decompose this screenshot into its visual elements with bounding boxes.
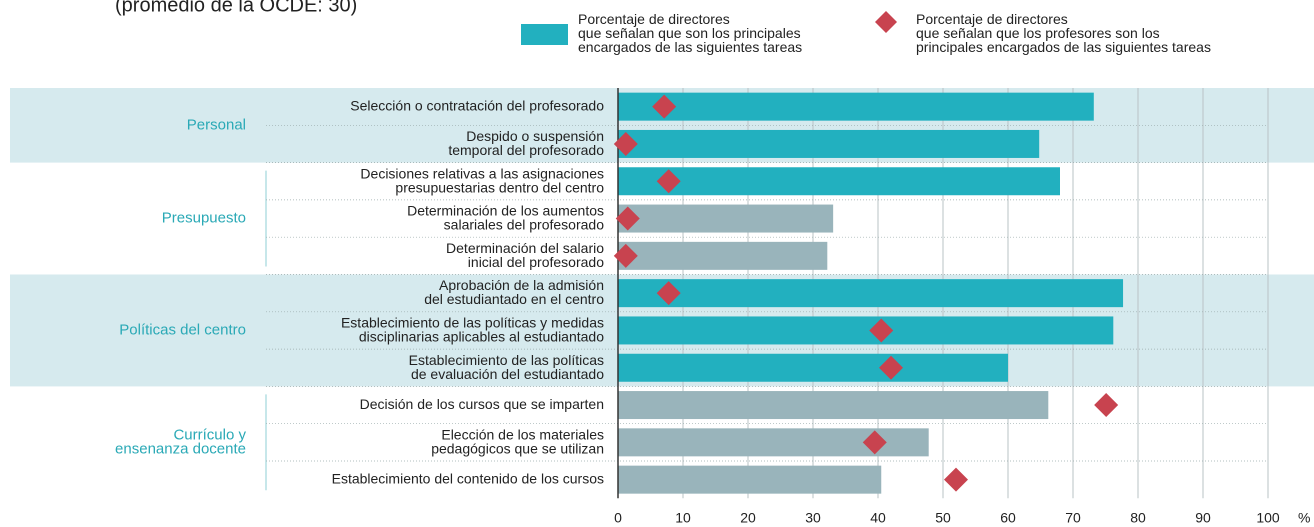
bar xyxy=(618,353,1008,382)
bar xyxy=(618,241,828,270)
category-label: Selección o contratación del profesorado xyxy=(350,97,604,113)
group-label: Políticas del centro xyxy=(119,321,246,338)
diamond-marker xyxy=(656,169,681,194)
bar xyxy=(618,279,1124,308)
legend-marker xyxy=(875,11,897,33)
group-label: Personal xyxy=(187,116,246,133)
category-label: Elección de los materiales pedagógicos qu… xyxy=(431,426,604,456)
x-tick-label: 40 xyxy=(870,510,886,526)
x-unit: % xyxy=(1298,510,1310,526)
bar xyxy=(618,129,1040,158)
category-label: Establecimiento del contenido de los cur… xyxy=(332,470,604,486)
x-tick-label: 30 xyxy=(805,510,821,526)
legend-swatch xyxy=(521,24,568,45)
category-label: Establecimiento de las políticas de evalu… xyxy=(409,351,605,381)
group-label: Presupuesto xyxy=(162,210,246,227)
diamond-marker xyxy=(1094,393,1119,418)
bar xyxy=(618,92,1094,121)
diamond-marker xyxy=(862,430,887,455)
bar xyxy=(618,316,1114,345)
group-label: Currículo y ensenanza docente xyxy=(115,426,246,457)
bar xyxy=(618,465,882,494)
diamond-marker xyxy=(869,318,894,343)
x-tick-label: 20 xyxy=(740,510,756,526)
diamond-marker xyxy=(879,355,903,380)
category-label: Despido o suspensión temporal del profeso… xyxy=(448,128,604,158)
x-tick-label: 0 xyxy=(614,510,622,526)
category-label: Determinación de los aumentos salariales … xyxy=(407,202,604,232)
legend-label: Porcentaje de directores que señalan que … xyxy=(916,11,1211,55)
category-label: Determinación del salario inicial del pro… xyxy=(446,240,604,270)
x-tick-label: 100 xyxy=(1256,510,1280,526)
x-tick-label: 90 xyxy=(1195,510,1211,526)
x-tick-label: 70 xyxy=(1065,510,1081,526)
legend-label: Porcentaje de directores que señalan que … xyxy=(578,11,802,55)
category-label: Establecimiento de las políticas y medid… xyxy=(341,314,604,344)
category-label: Decisión de los cursos que se imparten xyxy=(360,396,604,412)
x-tick-label: 60 xyxy=(1000,510,1016,526)
bar xyxy=(618,167,1060,196)
diamond-marker xyxy=(613,131,638,156)
diamond-marker xyxy=(613,243,638,268)
category-label: Aprobación de la admisión del estudiantad… xyxy=(424,277,604,307)
category-label: Decisiones relativas a las asignaciones p… xyxy=(360,165,604,195)
diamond-marker xyxy=(652,94,677,119)
x-tick-label: 50 xyxy=(935,510,951,526)
diamond-marker xyxy=(656,281,681,306)
diamond-marker xyxy=(615,206,640,231)
x-tick-label: 80 xyxy=(1130,510,1146,526)
x-tick-label: 10 xyxy=(675,510,691,526)
chart-subtitle: (promedio de la OCDE: 30) xyxy=(115,0,357,16)
diamond-marker xyxy=(944,467,968,492)
bar xyxy=(618,391,1049,420)
bar xyxy=(618,204,834,233)
